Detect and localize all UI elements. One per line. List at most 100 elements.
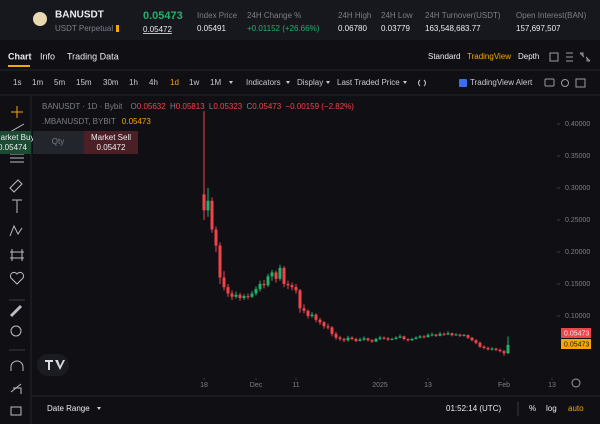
scale-option[interactable]: %: [529, 404, 536, 413]
candle-body: [382, 337, 386, 339]
qty-input[interactable]: [33, 131, 84, 154]
candle-body: [466, 335, 470, 338]
candle-body: [290, 285, 294, 288]
lock-tool[interactable]: [10, 383, 22, 394]
tab[interactable]: Info: [40, 51, 55, 61]
interval-bar: 1s 1m 5m 15m 30m 1h 4h 1d 1w 1M Indicato…: [13, 78, 586, 88]
tab[interactable]: Chart: [8, 51, 32, 61]
last-price-tag-text: 0.05473: [564, 330, 589, 337]
ruler-tool[interactable]: [9, 304, 23, 318]
market-buy-label: Market Buy: [0, 133, 34, 142]
text-tool[interactable]: [12, 199, 22, 213]
candle-body: [362, 338, 366, 340]
candle-body: [318, 319, 322, 323]
magnet-tool[interactable]: [10, 360, 24, 371]
candle-body: [426, 335, 430, 338]
interval[interactable]: 1d: [170, 78, 179, 87]
toolbar-item[interactable]: TradingView Alert: [470, 78, 533, 87]
toolbar-item[interactable]: Display: [297, 78, 323, 87]
zoom-tool[interactable]: [10, 325, 22, 337]
candle-body: [214, 229, 218, 246]
interval[interactable]: 30m: [103, 78, 119, 87]
pattern-tool[interactable]: [9, 224, 23, 237]
view-option[interactable]: TradingView: [467, 52, 511, 61]
candle-body: [326, 326, 330, 328]
tv-logo: [45, 360, 65, 370]
candle-body: [238, 294, 242, 299]
scale-option[interactable]: auto: [568, 404, 584, 413]
candle-body: [502, 351, 506, 354]
candle-body: [434, 334, 438, 336]
fullscreen-icon[interactable]: [579, 52, 591, 62]
candle-body: [314, 314, 318, 320]
candle-body: [266, 276, 270, 286]
camera-icon[interactable]: [544, 78, 555, 87]
candle-body: [370, 340, 374, 342]
x-tick-label: 11: [292, 382, 299, 389]
contract-badge: [116, 25, 119, 32]
toolbar-item[interactable]: Last Traded Price: [337, 78, 400, 87]
candle-body: [414, 337, 418, 339]
candle-body: [494, 348, 498, 350]
interval[interactable]: 1m: [32, 78, 43, 87]
candle-body: [478, 342, 482, 347]
drawing-tools: [9, 106, 25, 416]
settings-icon[interactable]: [566, 52, 573, 62]
interval[interactable]: 15m: [76, 78, 92, 87]
stat-value: 163,548,683.77: [425, 24, 481, 33]
candle-body: [258, 283, 262, 290]
tab[interactable]: Trading Data: [67, 51, 119, 61]
candle-body: [234, 294, 238, 297]
candle-body: [410, 338, 414, 341]
candle-body: [230, 293, 234, 297]
market-sell-button[interactable]: [84, 131, 138, 154]
candle-body: [442, 333, 446, 335]
stat-label: 24H Change %: [247, 11, 301, 20]
candle-body: [310, 314, 314, 316]
market-buy-button[interactable]: [0, 131, 31, 154]
interval[interactable]: 1h: [129, 78, 138, 87]
candle-body: [506, 344, 510, 354]
layout-icon[interactable]: [549, 52, 559, 62]
measure-tool[interactable]: [10, 249, 24, 261]
view-option[interactable]: Depth: [518, 52, 539, 61]
candle-body: [394, 337, 398, 339]
ohlc-change: −0.00159 (−2.82%): [285, 102, 354, 111]
candle-body: [262, 283, 266, 286]
candle-body: [486, 347, 490, 350]
brush-tool[interactable]: [9, 179, 23, 193]
view-option[interactable]: Standard: [428, 52, 460, 61]
settings-icon[interactable]: [561, 79, 569, 87]
compare-icon[interactable]: [418, 79, 426, 87]
fullscreen-icon[interactable]: [575, 78, 586, 88]
candle-body: [462, 335, 466, 337]
interval[interactable]: 1s: [13, 78, 21, 87]
axis-settings-icon[interactable]: [571, 378, 581, 388]
interval[interactable]: 1w: [189, 78, 199, 87]
interval[interactable]: 1M: [210, 78, 221, 87]
index-legend: .MBANUSDT, BYBIT 0.05473: [42, 117, 151, 126]
favorite-tool[interactable]: [9, 271, 25, 285]
scale-option[interactable]: log: [546, 404, 557, 413]
x-tick-label: 13: [424, 382, 432, 389]
toolbar-item[interactable]: Indicators: [246, 78, 281, 87]
interval[interactable]: 5m: [54, 78, 65, 87]
candle-body: [298, 290, 302, 309]
stat-label: 24H Low: [381, 11, 413, 20]
crosshair-tool[interactable]: [11, 106, 23, 118]
ohlc-value: 0.05813: [176, 102, 205, 111]
candle-body: [282, 267, 286, 284]
date-range[interactable]: Date Range: [47, 404, 90, 413]
candle-body: [366, 338, 370, 341]
symbol[interactable]: BANUSDT: [55, 10, 104, 21]
market-sell-label: Market Sell: [91, 133, 131, 142]
stats: Index Price 0.05491 24H Change % +0.0115…: [197, 11, 587, 33]
stat-value: 157,697,507: [516, 24, 561, 33]
candle-body: [210, 200, 214, 230]
index-symbol: .MBANUSDT, BYBIT: [42, 117, 116, 126]
last-price-tag: [561, 328, 591, 338]
visibility-tool[interactable]: [10, 406, 22, 416]
interval[interactable]: 4h: [149, 78, 158, 87]
caret: [229, 81, 233, 84]
